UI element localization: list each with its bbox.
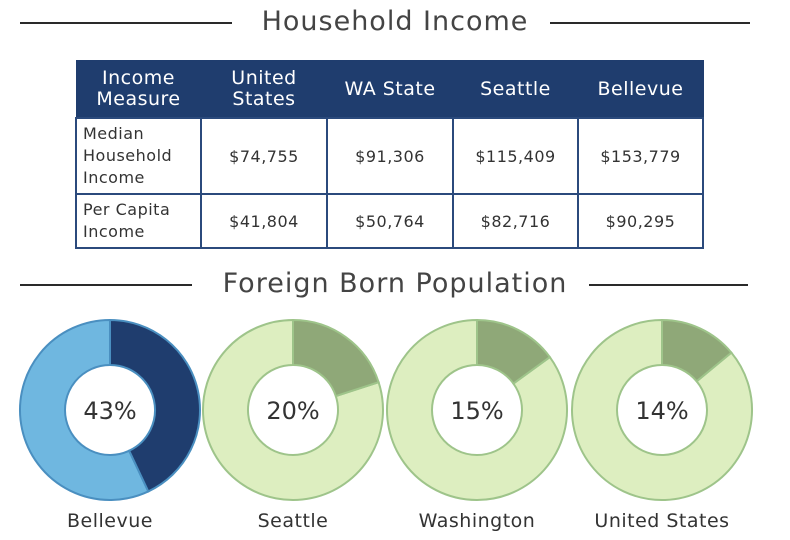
column-header: Bellevue	[577, 60, 704, 119]
donut-category-label: Bellevue	[67, 510, 153, 532]
column-header: United States	[200, 60, 328, 119]
donut-chart: 15% Washington	[386, 318, 568, 532]
table-cell: $115,409	[452, 117, 579, 195]
title-rule-left	[20, 22, 232, 24]
column-header: WA State	[326, 60, 454, 119]
row-label: Median Household Income	[75, 117, 202, 195]
household-income-title: Household Income	[0, 6, 790, 37]
column-header: Seattle	[452, 60, 579, 119]
donut-remainder-slice	[18, 318, 150, 501]
donut-remainder-slice	[202, 318, 384, 501]
donut-value-slice	[109, 318, 201, 493]
donut-category-label: United States	[594, 510, 729, 532]
table-row: Per Capita Income $41,804 $50,764 $82,71…	[75, 193, 704, 249]
table-cell: $50,764	[326, 193, 454, 249]
donut-chart: 20% Seattle	[202, 318, 384, 532]
table-cell: $74,755	[200, 117, 328, 195]
household-income-title-text: Household Income	[239, 6, 551, 37]
household-income-table: Income Measure United States WA State Se…	[75, 60, 704, 249]
title-rule-right	[578, 284, 748, 286]
table-cell: $82,716	[452, 193, 579, 249]
foreign-born-donut-charts: 43% Bellevue 20% Seattle 15% Washington 14% Uni…	[18, 318, 753, 532]
table-row: Median Household Income $74,755 $91,306 …	[75, 117, 704, 195]
donut-category-label: Washington	[419, 510, 536, 532]
foreign-born-title: Foreign Born Population	[0, 268, 790, 299]
donut-chart: 43% Bellevue	[18, 318, 201, 532]
donut-percent-label: 43%	[83, 397, 136, 425]
donut-percent-label: 20%	[266, 397, 319, 425]
donut-remainder-slice	[386, 318, 568, 501]
title-rule-right	[540, 22, 750, 24]
donut-chart: 14% United States	[571, 318, 753, 532]
table-cell: $91,306	[326, 117, 454, 195]
column-header: Income Measure	[75, 60, 202, 119]
table-cell: $41,804	[200, 193, 328, 249]
donut-value-slice	[476, 318, 552, 385]
donut-remainder-slice	[571, 318, 753, 501]
table-header-row: Income Measure United States WA State Se…	[75, 60, 704, 119]
donut-percent-label: 14%	[635, 397, 688, 425]
foreign-born-title-text: Foreign Born Population	[200, 268, 590, 299]
table-cell: $90,295	[577, 193, 704, 249]
donut-category-label: Seattle	[258, 510, 329, 532]
donut-value-slice	[661, 318, 733, 383]
donut-percent-label: 15%	[450, 397, 503, 425]
row-label: Per Capita Income	[75, 193, 202, 249]
table-cell: $153,779	[577, 117, 704, 195]
donut-value-slice	[292, 318, 380, 398]
title-rule-left	[20, 284, 192, 286]
